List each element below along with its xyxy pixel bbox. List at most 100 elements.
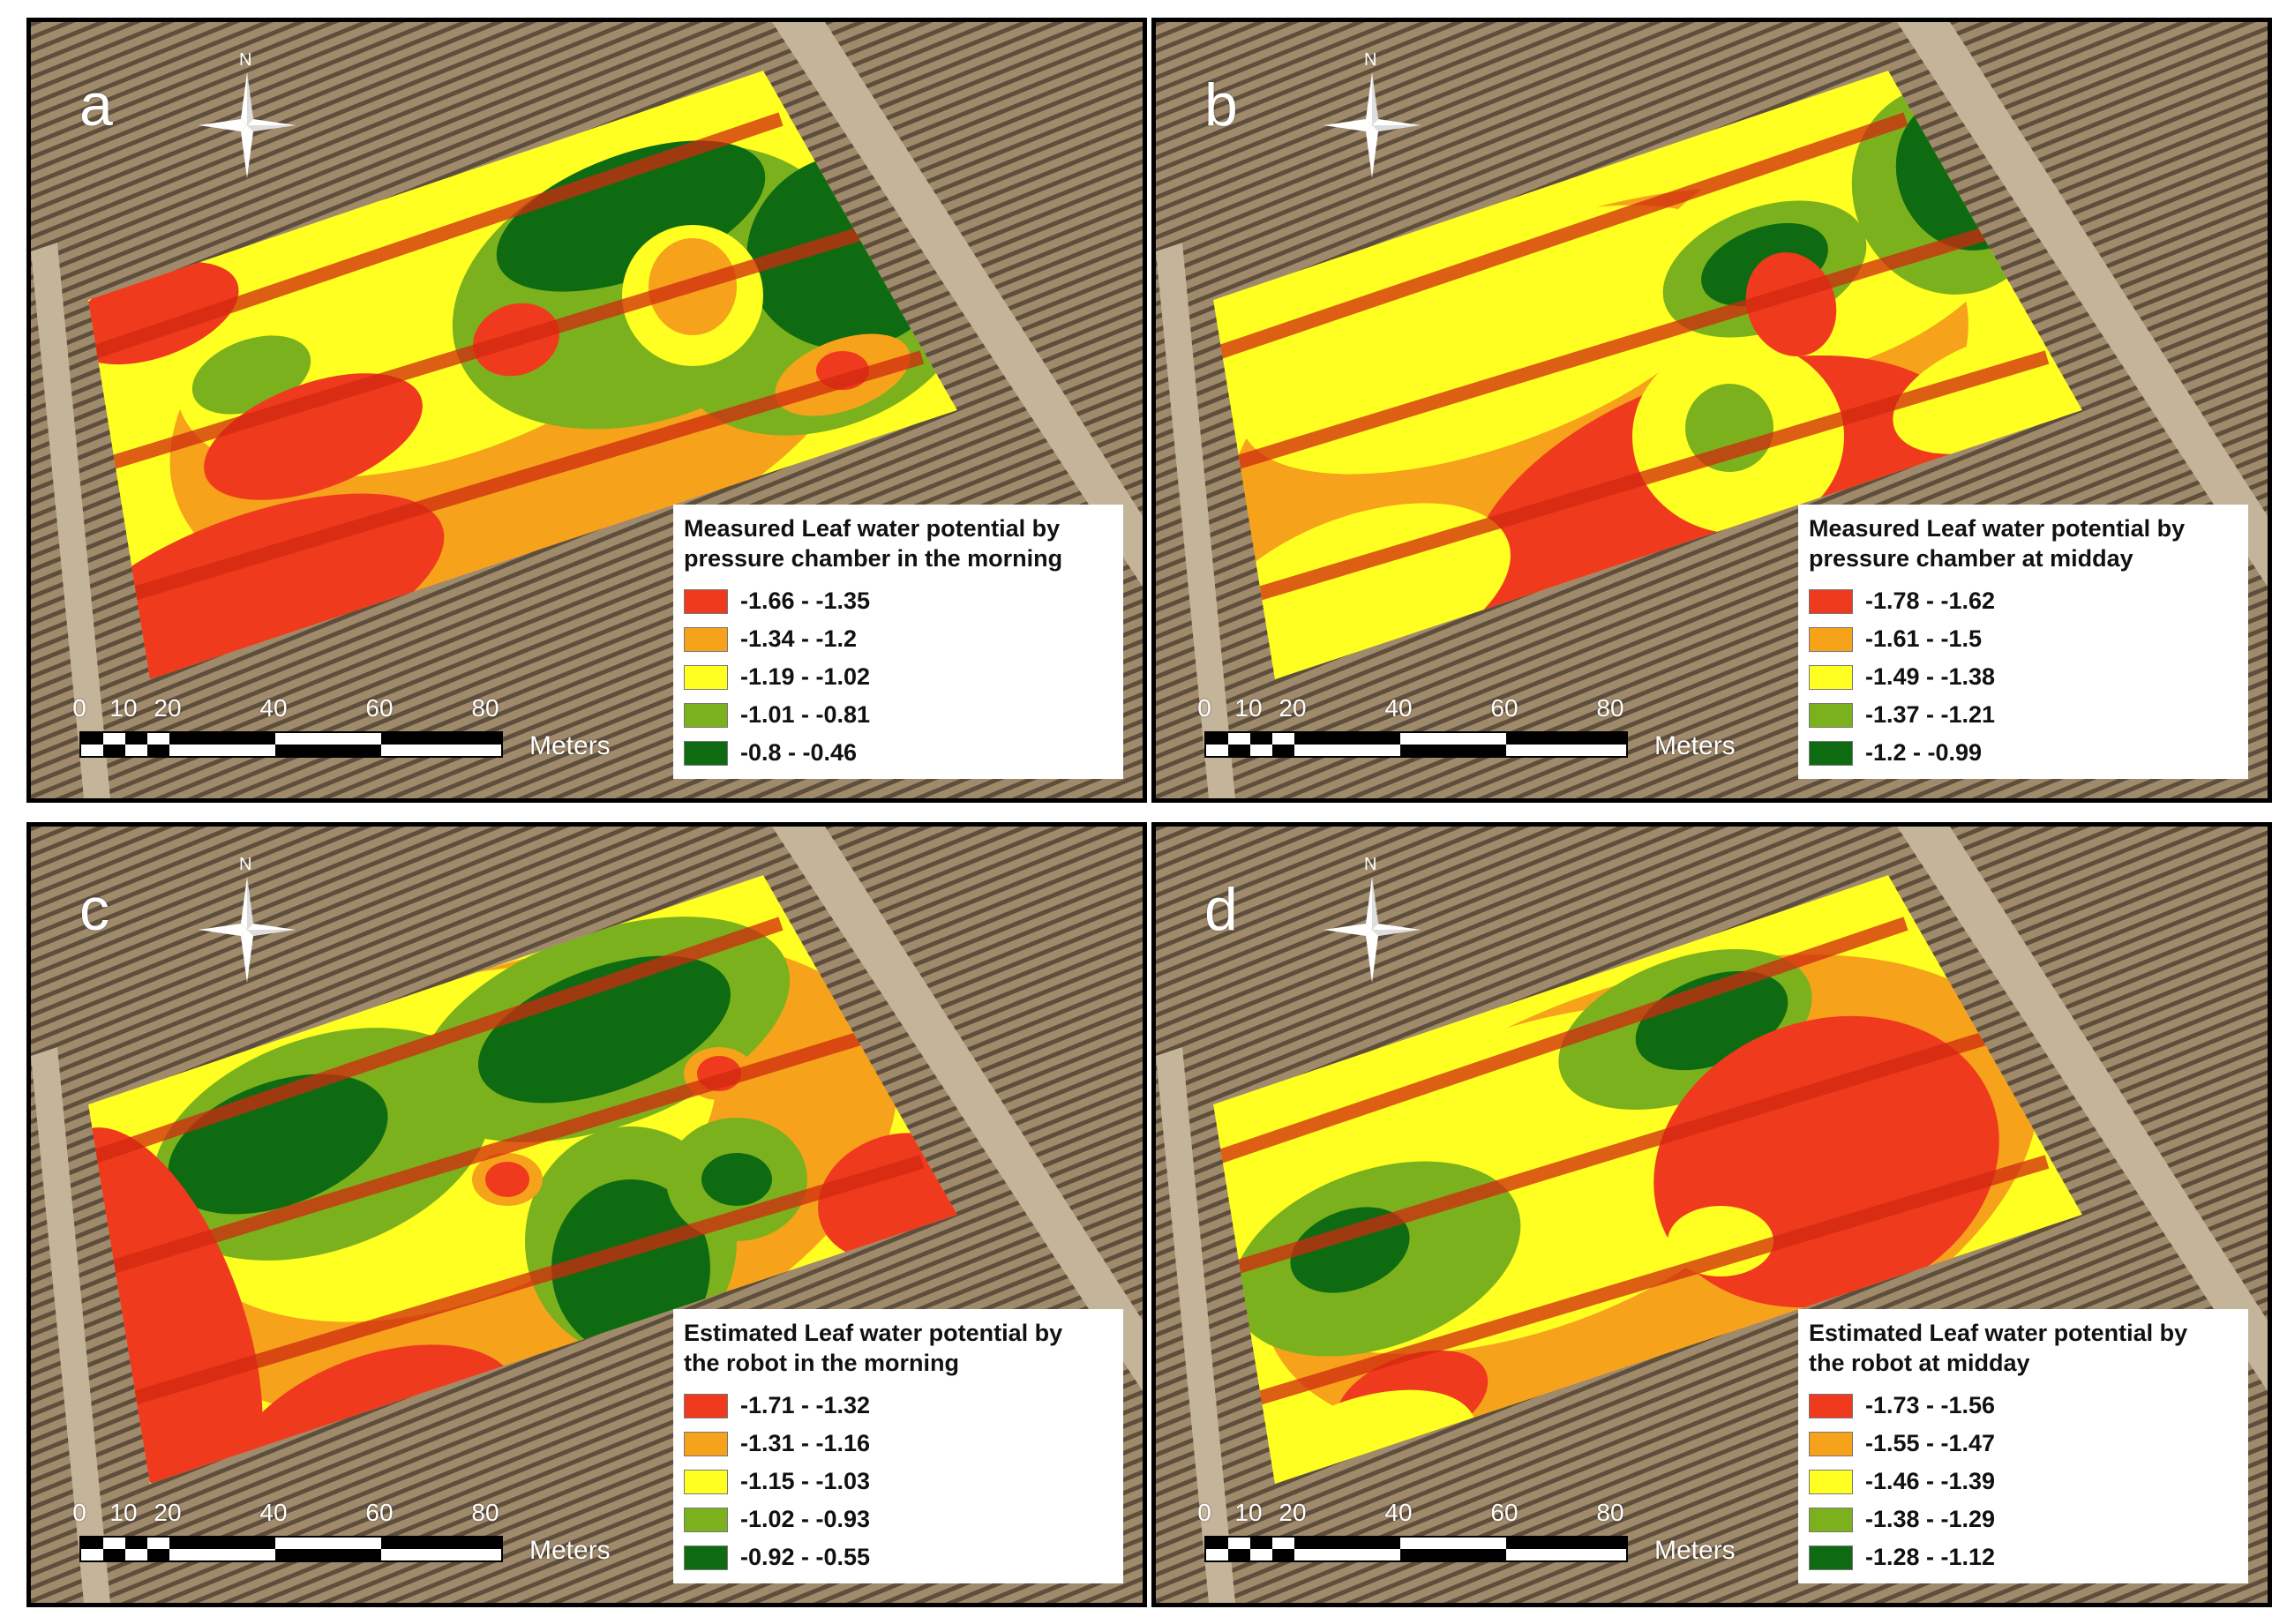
scale-tick-label: 0: [1197, 1499, 1211, 1526]
legend-item: -1.46 - -1.39: [1809, 1463, 2238, 1501]
legend-swatch: [1809, 740, 1853, 766]
legend-swatch: [1809, 664, 1853, 690]
robot-transect: [125, 1155, 925, 1407]
legend-swatch: [684, 1393, 728, 1418]
interpolated-surface: [88, 875, 957, 1484]
north-arrow-icon: [1323, 72, 1421, 178]
north-label: N: [1364, 855, 1377, 874]
legend-item: -1.31 - -1.16: [684, 1425, 1113, 1463]
scale-tick-label: 80: [471, 694, 499, 722]
legend-label: -1.66 - -1.35: [740, 587, 871, 614]
legend-label: -1.78 - -1.62: [1865, 587, 1996, 614]
north-arrow-icon: [1323, 877, 1421, 983]
legend-swatch: [684, 588, 728, 614]
legend: Measured Leaf water potential by pressure…: [1798, 505, 2248, 779]
legend-item: -1.49 - -1.38: [1809, 658, 2238, 696]
map-canvas: [1156, 827, 2268, 1603]
contour-zone: [204, 373, 423, 500]
legend-item: -1.19 - -1.02: [684, 658, 1113, 696]
scale-bar: 0 10 20 40 60 80 Meters: [1196, 1499, 1760, 1578]
legend-swatch: [684, 1431, 728, 1456]
map-panel-d: d N 0 10 20 40 60 80 Meters Estimated Leaf water …: [1151, 822, 2272, 1607]
dirt-road: [1156, 1047, 1235, 1603]
legend-label: -1.49 - -1.38: [1865, 663, 1996, 690]
legend-label: -1.34 - -1.2: [740, 625, 858, 652]
panel-letter: b: [1204, 71, 1238, 138]
legend-item: -1.02 - -0.93: [684, 1501, 1113, 1538]
legend-label: -0.92 - -0.55: [740, 1544, 871, 1570]
legend-swatch: [684, 1507, 728, 1532]
scale-bar-graphic: [1204, 731, 1628, 758]
contour-zone: [701, 1153, 772, 1206]
dirt-road: [1156, 243, 1235, 798]
scale-tick-label: 60: [1490, 1499, 1518, 1526]
scale-tick-label: 10: [1234, 694, 1263, 722]
contour-zone: [88, 493, 445, 679]
scale-tick-label: 40: [259, 694, 288, 722]
scale-tick-label: 80: [471, 1499, 499, 1526]
robot-transect: [1250, 350, 2050, 602]
legend-title: Measured Leaf water potential by pressure…: [684, 513, 1113, 573]
scale-tick-label: 0: [72, 1499, 86, 1526]
legend-swatch: [1809, 1469, 1853, 1494]
contour-zone: [496, 140, 766, 292]
legend-item: -1.61 - -1.5: [1809, 620, 2238, 658]
legend-item: -1.15 - -1.03: [684, 1463, 1113, 1501]
legend-item: -1.38 - -1.29: [1809, 1501, 2238, 1538]
scale-tick-label: 10: [109, 694, 138, 722]
legend: Measured Leaf water potential by pressure…: [673, 505, 1123, 779]
scale-units-label: Meters: [529, 1536, 611, 1565]
scale-bar-graphic: [1204, 1536, 1628, 1562]
legend-swatch: [684, 1469, 728, 1494]
legend-item: -0.92 - -0.55: [684, 1538, 1113, 1576]
legend-swatch: [1809, 1545, 1853, 1570]
scale-tick-label: 40: [1384, 694, 1413, 722]
north-arrow-icon: [199, 877, 296, 983]
robot-transect: [1250, 1155, 2050, 1407]
legend-item: -1.73 - -1.56: [1809, 1387, 2238, 1425]
legend-swatch: [1809, 1393, 1853, 1418]
scale-tick-label: 80: [1596, 1499, 1624, 1526]
robot-transect: [1233, 227, 1988, 470]
north-label: N: [239, 855, 252, 874]
legend-label: -1.31 - -1.16: [740, 1430, 871, 1456]
panel-letter: a: [79, 71, 113, 138]
legend-title-line2: the robot at midday: [1809, 1350, 2030, 1376]
legend-title-line2: the robot in the morning: [684, 1350, 959, 1376]
scale-bar-graphic: [79, 1536, 503, 1562]
dirt-road: [1897, 827, 2268, 1391]
scale-tick-label: 0: [72, 694, 86, 722]
map-canvas: [31, 22, 1143, 798]
legend-label: -1.37 - -1.21: [1865, 701, 1996, 728]
scale-tick-label: 20: [1278, 1499, 1307, 1526]
north-label: N: [239, 50, 252, 70]
scale-units-label: Meters: [1654, 731, 1736, 760]
scale-tick-label: 0: [1197, 694, 1211, 722]
map-panel-c: c N 0 10 20 40 60 80 Meters Estimated Leaf water …: [26, 822, 1147, 1607]
legend-item: -0.8 - -0.46: [684, 734, 1113, 772]
legend-swatch: [684, 740, 728, 766]
legend-label: -1.46 - -1.39: [1865, 1468, 1996, 1494]
legend-swatch: [1809, 1507, 1853, 1532]
legend-label: -0.8 - -0.46: [740, 739, 858, 766]
scale-tick-label: 80: [1596, 694, 1624, 722]
scale-tick-label: 20: [1278, 694, 1307, 722]
legend-item: -1.78 - -1.62: [1809, 582, 2238, 620]
legend-title-line1: Measured Leaf water potential by: [684, 515, 1061, 542]
scale-tick-label: 60: [365, 694, 394, 722]
scale-tick-label: 60: [365, 1499, 394, 1526]
legend-label: -1.2 - -0.99: [1865, 739, 1983, 766]
legend-item: -1.2 - -0.99: [1809, 734, 2238, 772]
legend-item: -1.34 - -1.2: [684, 620, 1113, 658]
scale-tick-label: 40: [1384, 1499, 1413, 1526]
legend-swatch: [684, 626, 728, 652]
legend-item: -1.66 - -1.35: [684, 582, 1113, 620]
scale-units-label: Meters: [1654, 1536, 1736, 1565]
dirt-road: [1897, 22, 2268, 587]
legend-title: Measured Leaf water potential by pressure…: [1809, 513, 2238, 573]
robot-transect: [1215, 917, 1908, 1164]
legend-title-line1: Measured Leaf water potential by: [1809, 515, 2186, 542]
legend-item: -1.28 - -1.12: [1809, 1538, 2238, 1576]
north-arrow-icon: [199, 72, 296, 178]
legend-title: Estimated Leaf water potential by the rob…: [684, 1318, 1113, 1378]
